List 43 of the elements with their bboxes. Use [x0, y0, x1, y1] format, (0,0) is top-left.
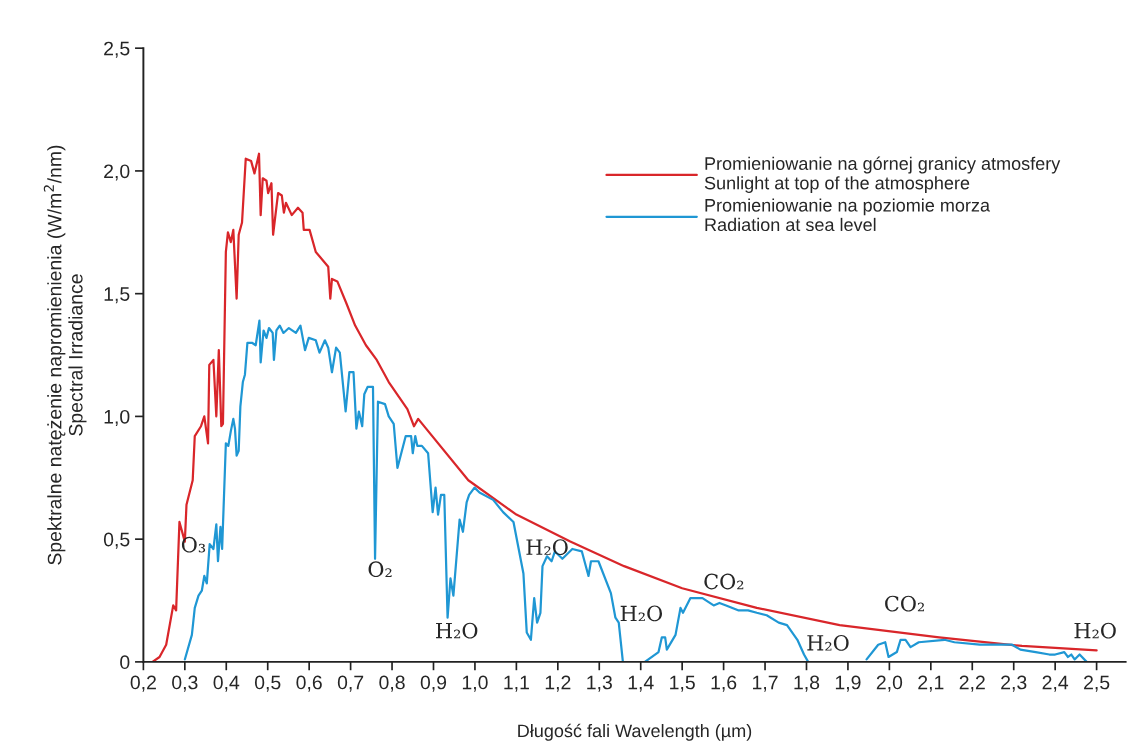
legend-label: Promieniowanie na poziomie morza Radiation at sea level [705, 198, 991, 232]
x-tick-label: 1,3 [587, 675, 612, 692]
x-tick-label: 1,1 [504, 675, 529, 692]
x-tick-label: 2,5 [1084, 675, 1110, 692]
legend-label: Promieniowanie na górnej granicy atmosfery Sunlight at top of the atmosphere [704, 156, 1061, 193]
x-axis-title: Długość fali Wavelength (µm) [518, 723, 752, 741]
annotation: H₂O [526, 539, 568, 556]
x-tick-label: 1,2 [545, 675, 571, 692]
annotation: H₂O [807, 634, 849, 651]
annotation: O₃ [181, 536, 206, 553]
y-tick-label: 1,5 [104, 287, 130, 304]
x-tick-label: 0,8 [379, 675, 405, 692]
x-tick-label: 1,7 [753, 675, 778, 692]
x-tick-label: 0,9 [420, 675, 447, 692]
y-tick-label: 2,0 [104, 164, 130, 181]
annotation: CO₂ [704, 573, 744, 590]
x-tick-label: 0,4 [213, 675, 240, 692]
x-tick-label: 1,0 [462, 675, 488, 692]
x-tick-label: 2,1 [918, 675, 944, 692]
x-tick-label: 0,5 [254, 675, 281, 692]
x-tick-label: 1,9 [835, 675, 861, 692]
annotation: H₂O [436, 622, 478, 639]
x-tick-label: 0,3 [172, 675, 198, 692]
x-tick-label: 0,2 [130, 675, 156, 692]
x-tick-label: 1,6 [711, 675, 737, 692]
x-tick-label: 2,4 [1042, 675, 1069, 692]
annotation: H₂O [620, 605, 663, 622]
annotation: CO₂ [885, 595, 924, 612]
x-tick-label: 1,5 [670, 675, 695, 692]
x-tick-label: 0,6 [296, 675, 322, 692]
y-tick-label: 0 [120, 655, 130, 670]
y-tick-label: 0,5 [103, 532, 130, 549]
x-tick-label: 1,8 [794, 675, 820, 692]
x-tick-label: 2,0 [876, 675, 903, 692]
y-tick-label: 2,5 [104, 41, 130, 58]
annotation: H₂O [1074, 622, 1116, 639]
y-tick-label: 1,0 [104, 409, 130, 426]
x-tick-label: 1,4 [628, 675, 654, 692]
x-tick-label: 0,7 [337, 675, 364, 692]
x-tick-label: 2,2 [959, 675, 985, 692]
x-tick-label: 2,3 [1001, 675, 1027, 692]
annotation: O₂ [368, 561, 392, 578]
text: Spektralne natężenie napromienienia (W/m$^{2}$/nm) Spectral Irradiance [43, 145, 87, 565]
